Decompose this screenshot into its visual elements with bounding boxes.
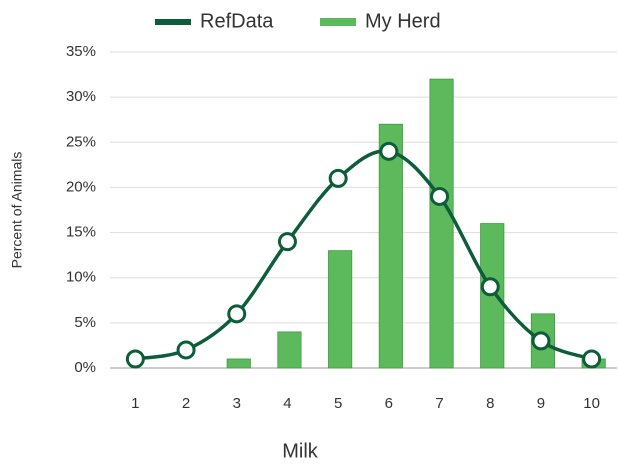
- point: [480, 277, 500, 297]
- x-tick-label: 2: [182, 395, 190, 412]
- legend-swatch: [320, 18, 356, 26]
- y-tick-label: 10%: [66, 269, 96, 286]
- y-tick-label: 35%: [66, 43, 96, 60]
- x-tick-label: 10: [583, 395, 600, 412]
- x-tick-label: 6: [385, 395, 393, 412]
- point: [125, 349, 145, 369]
- line: [135, 149, 593, 361]
- point: [176, 340, 196, 360]
- point: [328, 168, 348, 188]
- legend-label: RefData: [200, 10, 274, 32]
- x-tick-label: 3: [233, 395, 241, 412]
- bar: [378, 123, 403, 369]
- point: [531, 331, 551, 351]
- x-tick-label: 7: [435, 395, 443, 412]
- y-axis-label: Percent of Animals: [9, 152, 25, 269]
- bar: [277, 331, 302, 369]
- x-axis-label: Milk: [282, 440, 319, 462]
- x-tick-label: 1: [131, 395, 139, 412]
- y-tick-label: 30%: [66, 88, 96, 105]
- x-tick-label: 9: [537, 395, 545, 412]
- y-tick-label: 0%: [74, 359, 96, 376]
- bar: [226, 358, 251, 369]
- bar: [328, 250, 353, 369]
- x-tick-label: 8: [486, 395, 494, 412]
- y-tick-label: 25%: [66, 133, 96, 150]
- point: [430, 186, 450, 206]
- point: [227, 304, 247, 324]
- point: [277, 232, 297, 252]
- point: [379, 141, 399, 161]
- y-tick-label: 15%: [66, 224, 96, 241]
- bar: [429, 78, 454, 369]
- point: [582, 349, 602, 369]
- x-tick-label: 4: [283, 395, 291, 412]
- legend-label: My Herd: [365, 10, 441, 32]
- y-tick-label: 20%: [66, 178, 96, 195]
- x-tick-label: 5: [334, 395, 342, 412]
- y-tick-label: 5%: [74, 314, 96, 331]
